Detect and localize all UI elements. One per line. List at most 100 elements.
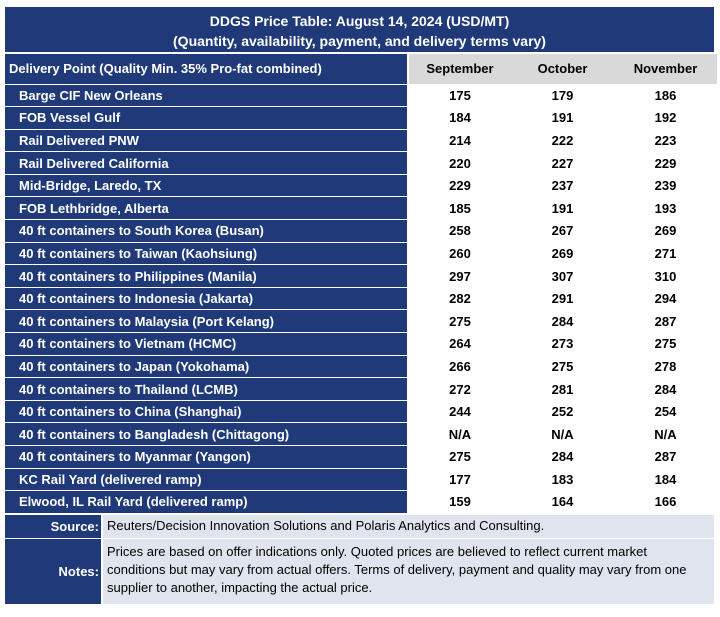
table-row: 40 ft containers to Taiwan (Kaohsiung) 26… xyxy=(5,242,717,266)
delivery-point-cell: 40 ft containers to Indonesia (Jakarta) xyxy=(5,287,409,311)
price-cell-september: 184 xyxy=(408,106,511,130)
price-table: Delivery Point (Quality Min. 35% Pro-fat… xyxy=(5,54,717,514)
price-cell-october: 267 xyxy=(511,219,614,243)
price-cell-november: 193 xyxy=(614,196,717,221)
delivery-point-cell: 40 ft containers to South Korea (Busan) xyxy=(5,219,409,243)
delivery-point-cell: KC Rail Yard (delivered ramp) xyxy=(5,468,409,492)
price-cell-september: 272 xyxy=(408,377,511,401)
price-cell-november: 287 xyxy=(614,309,717,334)
price-cell-september: 297 xyxy=(408,264,511,288)
ddgs-price-table-document: DDGS Price Table: August 14, 2024 (USD/M… xyxy=(4,6,717,605)
price-cell-november: 275 xyxy=(614,332,717,356)
delivery-point-cell: 40 ft containers to Taiwan (Kaohsiung) xyxy=(5,242,409,266)
table-title: DDGS Price Table: August 14, 2024 (USD/M… xyxy=(5,7,714,54)
price-cell-september: 260 xyxy=(408,242,511,266)
price-cell-october: 237 xyxy=(511,174,614,198)
notes-row: Notes: Prices are based on offer indicat… xyxy=(5,537,714,604)
price-cell-september: 229 xyxy=(408,174,511,198)
price-cell-october: 291 xyxy=(511,287,614,311)
price-cell-november: 287 xyxy=(614,445,717,469)
price-cell-october: 269 xyxy=(511,242,614,266)
delivery-point-cell: 40 ft containers to Malaysia (Port Kelan… xyxy=(5,309,409,334)
notes-label: Notes: xyxy=(5,538,101,604)
price-cell-october: 281 xyxy=(511,377,614,401)
table-row: Rail Delivered PNW 214 222 223 xyxy=(5,129,717,153)
month-header-september: September xyxy=(408,54,511,85)
price-cell-november: 284 xyxy=(614,377,717,401)
price-cell-november: 254 xyxy=(614,400,717,424)
price-cell-october: 227 xyxy=(511,151,614,175)
delivery-point-cell: 40 ft containers to Myanmar (Yangon) xyxy=(5,445,409,469)
price-cell-november: 239 xyxy=(614,174,717,198)
delivery-point-cell: FOB Lethbridge, Alberta xyxy=(5,196,409,221)
price-cell-november: 229 xyxy=(614,151,717,175)
price-cell-november: 186 xyxy=(614,84,717,108)
price-cell-september: 177 xyxy=(408,468,511,492)
header-row: Delivery Point (Quality Min. 35% Pro-fat… xyxy=(5,54,717,85)
price-cell-september: 275 xyxy=(408,309,511,334)
price-cell-october: 191 xyxy=(511,106,614,130)
price-cell-november: N/A xyxy=(614,422,717,446)
price-cell-september: 266 xyxy=(408,355,511,379)
price-cell-november: 278 xyxy=(614,355,717,379)
month-header-october: October xyxy=(511,54,614,85)
table-row: 40 ft containers to Philippines (Manila)… xyxy=(5,264,717,288)
price-cell-september: N/A xyxy=(408,422,511,446)
price-cell-october: 273 xyxy=(511,332,614,356)
delivery-point-cell: 40 ft containers to Thailand (LCMB) xyxy=(5,377,409,401)
price-cell-september: 264 xyxy=(408,332,511,356)
price-cell-october: 222 xyxy=(511,129,614,153)
price-cell-september: 175 xyxy=(408,84,511,108)
source-row: Source: Reuters/Decision Innovation Solu… xyxy=(5,513,714,538)
price-cell-september: 220 xyxy=(408,151,511,175)
table-row: Elwood, IL Rail Yard (delivered ramp) 159… xyxy=(5,490,717,514)
price-cell-november: 192 xyxy=(614,106,717,130)
price-cell-october: 191 xyxy=(511,196,614,221)
price-cell-october: 164 xyxy=(511,490,614,514)
source-label: Source: xyxy=(5,514,101,538)
price-cell-november: 310 xyxy=(614,264,717,288)
table-row: KC Rail Yard (delivered ramp) 177 183 184 xyxy=(5,468,717,492)
table-row: 40 ft containers to China (Shanghai) 244 2… xyxy=(5,400,717,424)
delivery-point-cell: 40 ft containers to Philippines (Manila) xyxy=(5,264,409,288)
price-cell-october: 275 xyxy=(511,355,614,379)
delivery-point-header: Delivery Point (Quality Min. 35% Pro-fat… xyxy=(5,54,409,85)
month-header-november: November xyxy=(614,54,717,85)
table-row: 40 ft containers to Thailand (LCMB) 272 28… xyxy=(5,377,717,401)
delivery-point-cell: Rail Delivered PNW xyxy=(5,129,409,153)
price-cell-september: 185 xyxy=(408,196,511,221)
price-cell-november: 271 xyxy=(614,242,717,266)
source-text: Reuters/Decision Innovation Solutions an… xyxy=(101,514,714,538)
table-row: 40 ft containers to Bangladesh (Chittago… xyxy=(5,422,717,446)
table-row: Rail Delivered California 220 227 229 xyxy=(5,151,717,175)
price-cell-september: 275 xyxy=(408,445,511,469)
notes-text: Prices are based on offer indications on… xyxy=(101,538,714,604)
table-row: FOB Lethbridge, Alberta 185 191 193 xyxy=(5,196,717,221)
delivery-point-cell: Rail Delivered California xyxy=(5,151,409,175)
table-row: 40 ft containers to Japan (Yokohama) 266 2… xyxy=(5,355,717,379)
price-rows: Barge CIF New Orleans 175 179 186 FOB Vessel… xyxy=(5,84,717,514)
delivery-point-cell: 40 ft containers to Bangladesh (Chittago… xyxy=(5,422,409,446)
price-cell-september: 258 xyxy=(408,219,511,243)
price-cell-september: 159 xyxy=(408,490,511,514)
price-cell-october: N/A xyxy=(511,422,614,446)
price-cell-november: 223 xyxy=(614,129,717,153)
price-cell-september: 244 xyxy=(408,400,511,424)
delivery-point-cell: 40 ft containers to Vietnam (HCMC) xyxy=(5,332,409,356)
delivery-point-cell: Elwood, IL Rail Yard (delivered ramp) xyxy=(5,490,409,514)
table-row: 40 ft containers to Indonesia (Jakarta) 2… xyxy=(5,287,717,311)
table-row: FOB Vessel Gulf 184 191 192 xyxy=(5,106,717,130)
price-cell-november: 294 xyxy=(614,287,717,311)
price-cell-october: 183 xyxy=(511,468,614,492)
price-cell-november: 184 xyxy=(614,468,717,492)
delivery-point-cell: FOB Vessel Gulf xyxy=(5,106,409,130)
price-cell-november: 166 xyxy=(614,490,717,514)
price-cell-october: 284 xyxy=(511,445,614,469)
price-cell-october: 284 xyxy=(511,309,614,334)
delivery-point-cell: Mid-Bridge, Laredo, TX xyxy=(5,174,409,198)
price-cell-september: 282 xyxy=(408,287,511,311)
price-cell-october: 179 xyxy=(511,84,614,108)
table-row: Barge CIF New Orleans 175 179 186 xyxy=(5,84,717,108)
table-row: 40 ft containers to Vietnam (HCMC) 264 273… xyxy=(5,332,717,356)
title-line-2: (Quantity, availability, payment, and de… xyxy=(173,33,546,49)
